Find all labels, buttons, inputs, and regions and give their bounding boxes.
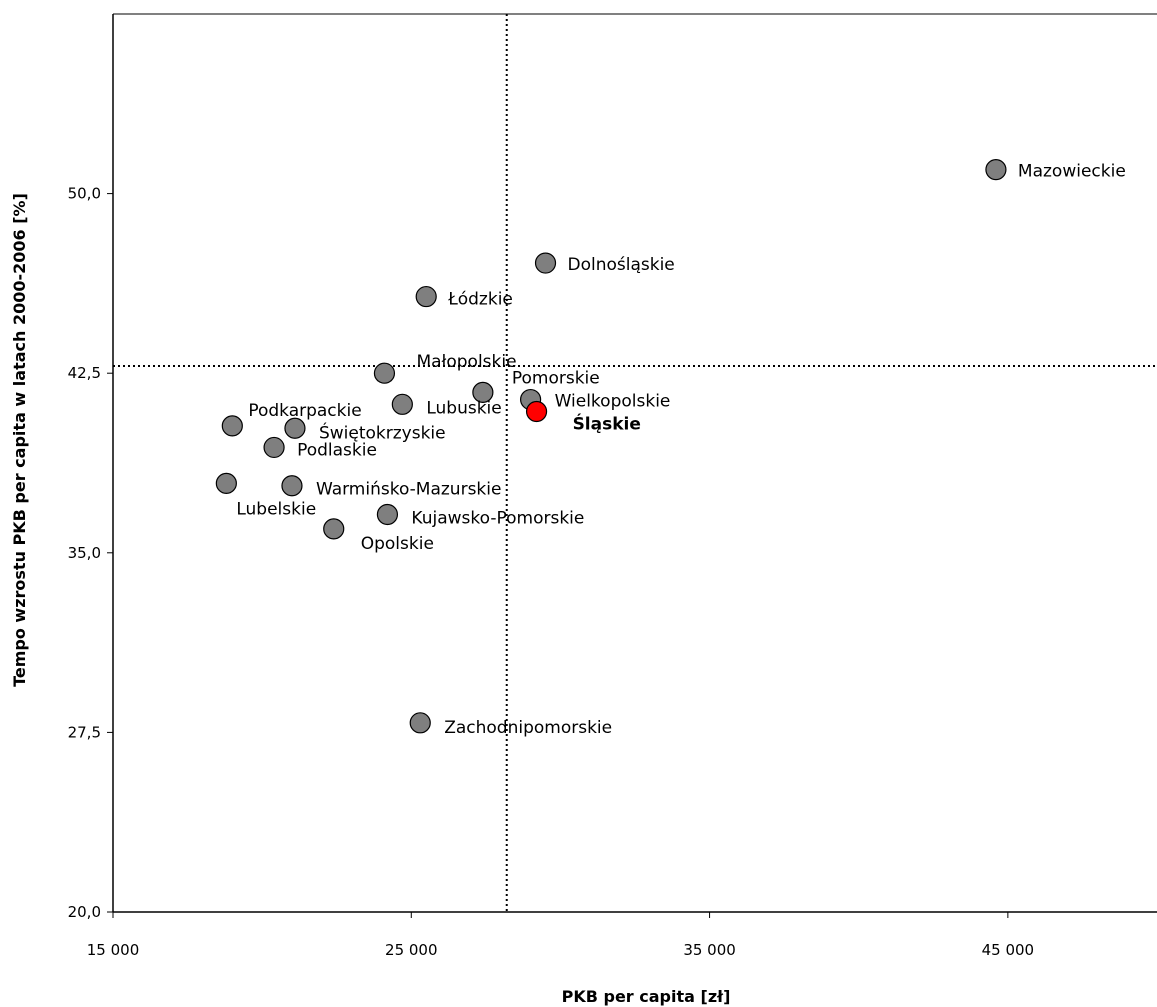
- y-axis-title: Tempo wzrostu PKB per capita w latach 20…: [10, 193, 29, 687]
- label-pomorskie: Pomorskie: [512, 368, 600, 388]
- point-malopolskie: [373, 362, 396, 384]
- label-lubelskie: Lubelskie: [236, 499, 316, 519]
- point-podkarpackie: [221, 415, 243, 437]
- point-warminsko-mazurskie: [281, 475, 303, 497]
- label-lubuskie: Lubuskie: [426, 398, 501, 418]
- y-tick-label: 42,5: [68, 364, 101, 382]
- point-lubuskie: [391, 393, 413, 415]
- label-kujawsko-pomorskie: Kujawsko-Pomorskie: [411, 508, 584, 528]
- point-podlaskie: [263, 436, 285, 459]
- point-lodzkie: [415, 285, 437, 308]
- y-tick-label: 35,0: [68, 544, 101, 562]
- x-tick-label: 25 000: [385, 941, 438, 959]
- label-malopolskie: Małopolskie: [416, 352, 516, 372]
- label-warminsko-mazurskie: Warmińsko-Mazurskie: [316, 480, 502, 500]
- point-lubelskie: [215, 472, 237, 494]
- axes: 20,0 27,5 35,0 42,5 50,0 15 000 25 000 35 000 45…: [68, 13, 1157, 959]
- point-opolskie: [323, 518, 345, 540]
- point-labels: Mazowieckie Dolnośląskie Łódzkie Małopolski…: [236, 162, 1125, 738]
- label-podkarpackie: Podkarpackie: [248, 401, 361, 421]
- reference-lines: [113, 14, 1157, 912]
- point-zachodnipomorskie: [409, 712, 431, 734]
- point-pomorskie: [472, 381, 494, 403]
- label-lodzkie: Łódzkie: [447, 290, 513, 310]
- x-tick-label: 35 000: [683, 941, 736, 959]
- x-tick-label: 15 000: [87, 941, 140, 959]
- label-wielkopolskie: Wielkopolskie: [555, 392, 671, 412]
- label-podlaskie: Podlaskie: [297, 440, 377, 460]
- point-dolnoslaskie: [534, 252, 557, 274]
- label-swietokrzyskie: Świętokrzyskie: [319, 421, 446, 443]
- point-swietokrzyskie: [284, 417, 306, 439]
- label-dolnoslaskie: Dolnośląskie: [568, 255, 675, 275]
- data-points: [215, 159, 1007, 734]
- y-tick-label: 20,0: [68, 903, 101, 921]
- label-slaskie: Śląskie: [573, 413, 641, 435]
- label-opolskie: Opolskie: [361, 534, 434, 554]
- point-slaskie: [525, 400, 548, 423]
- label-zachodnipomorskie: Zachodnipomorskie: [444, 718, 612, 738]
- x-axis-title: PKB per capita [zł]: [562, 987, 731, 1006]
- point-mazowieckie: [985, 159, 1007, 181]
- label-mazowieckie: Mazowieckie: [1018, 162, 1126, 182]
- y-tick-label: 50,0: [68, 185, 101, 203]
- x-tick-label: 45 000: [982, 941, 1035, 959]
- point-kujawsko-pomorskie: [376, 503, 399, 526]
- y-tick-label: 27,5: [68, 723, 101, 741]
